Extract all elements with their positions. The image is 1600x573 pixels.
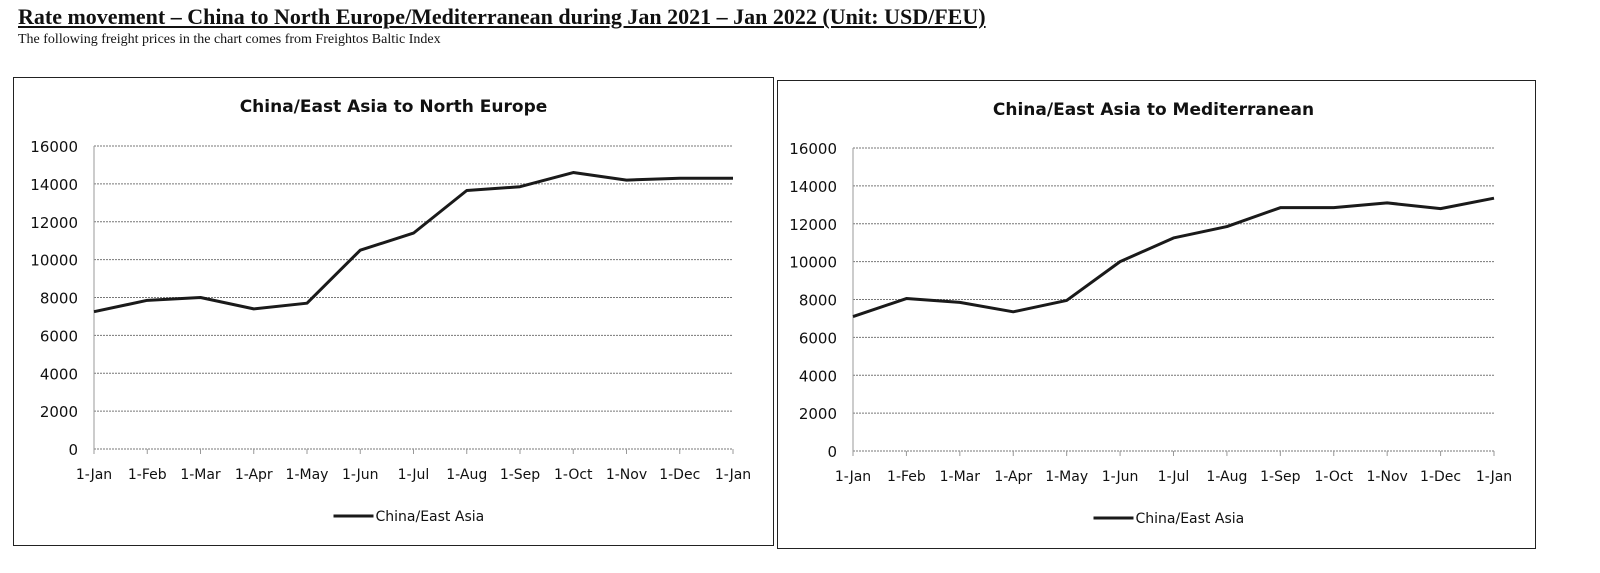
y-tick-label: 14000: [789, 178, 837, 196]
y-tick-label: 6000: [799, 329, 837, 347]
page-title: Rate movement – China to North Europe/Me…: [18, 4, 986, 29]
y-tick-label: 16000: [789, 140, 837, 158]
y-tick-label: 12000: [789, 216, 837, 234]
chart-mediterranean: China/East Asia to Mediterranean 0 2000 400…: [777, 80, 1536, 549]
x-tick-label: 1-Dec: [659, 467, 700, 483]
x-tick-label: 1-Jan: [76, 467, 112, 483]
x-tick-label: 1-Mar: [940, 469, 981, 485]
x-tick-label: 1-Nov: [606, 467, 647, 483]
x-tick-label: 1-Jul: [398, 467, 430, 483]
x-tick-label: 1-Aug: [1206, 469, 1247, 485]
chart-title: China/East Asia to Mediterranean: [993, 100, 1314, 120]
x-tick-label: 1-Apr: [994, 469, 1032, 485]
x-tick-label: 1-Feb: [128, 467, 167, 483]
y-tick-label: 10000: [789, 254, 837, 272]
y-tick-label: 8000: [40, 290, 78, 308]
x-tick-label: 1-Sep: [500, 467, 540, 483]
y-tick-label: 8000: [799, 292, 837, 310]
x-tick-label: 1-Sep: [1260, 469, 1300, 485]
y-tick-label: 2000: [799, 405, 837, 423]
x-tick-label: 1-Mar: [180, 467, 221, 483]
chart-svg: China/East Asia to Mediterranean 0 2000 400…: [789, 100, 1512, 527]
y-tick-label: 4000: [40, 365, 78, 383]
x-tick-label: 1-Aug: [446, 467, 487, 483]
y-tick-label: 0: [68, 441, 78, 459]
y-tick-label: 0: [827, 443, 837, 461]
x-tick-label: 1-May: [286, 467, 329, 483]
y-tick-label: 6000: [40, 327, 78, 345]
x-tick-label: 1-Apr: [235, 467, 273, 483]
y-tick-label: 4000: [799, 367, 837, 385]
y-tick-label: 16000: [30, 138, 78, 156]
legend-label: China/East Asia: [376, 509, 485, 525]
x-tick-label: 1-Jun: [342, 467, 379, 483]
x-tick-label: 1-Jan: [835, 469, 871, 485]
x-tick-label: 1-Nov: [1367, 469, 1408, 485]
legend-label: China/East Asia: [1136, 511, 1245, 527]
x-tick-label: 1-Oct: [554, 467, 593, 483]
x-tick-label: 1-Jul: [1158, 469, 1190, 485]
y-tick-label: 10000: [30, 252, 78, 270]
x-tick-label: 1-Feb: [887, 469, 926, 485]
y-tick-label: 14000: [30, 176, 78, 194]
chart-svg: China/East Asia to North Europe 0 2000 4000…: [30, 97, 751, 525]
x-tick-label: 1-May: [1045, 469, 1088, 485]
chart-north-europe: China/East Asia to North Europe 0 2000 4000…: [13, 77, 774, 546]
y-tick-label: 12000: [30, 214, 78, 232]
series-line: [93, 171, 733, 314]
x-tick-label: 1-Jan: [715, 467, 751, 483]
y-tick-label: 2000: [40, 403, 78, 421]
x-tick-label: 1-Oct: [1314, 469, 1353, 485]
series-line: [852, 196, 1495, 318]
x-tick-label: 1-Dec: [1420, 469, 1461, 485]
page-subtitle: The following freight prices in the char…: [18, 32, 441, 47]
x-tick-label: 1-Jan: [1476, 469, 1512, 485]
x-tick-label: 1-Jun: [1102, 469, 1139, 485]
chart-title: China/East Asia to North Europe: [240, 97, 548, 117]
